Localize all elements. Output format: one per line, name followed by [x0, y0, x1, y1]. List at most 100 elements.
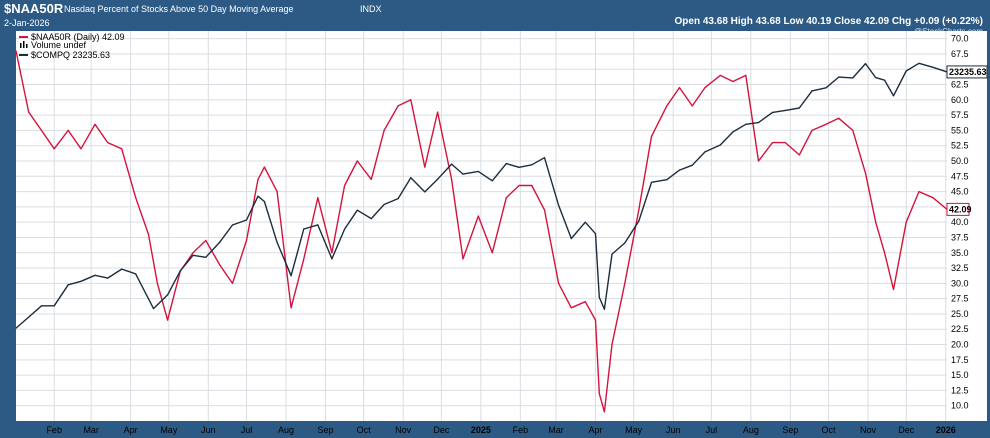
symbol-label: $NAA50R: [4, 1, 64, 16]
naa50r-point-14: [192, 252, 194, 254]
x-tick-label-21: Nov: [860, 425, 877, 435]
description-label: Nasdaq Percent of Stocks Above 50 Day Mo…: [64, 4, 293, 14]
x-tick-label-18: Aug: [743, 425, 759, 435]
compq-last-label: 23235.63: [949, 67, 987, 77]
volume-bar-icon-2: [23, 41, 25, 48]
compq-point-30: [410, 177, 412, 179]
compq-point-45: [598, 296, 600, 298]
naa50r-point-73: [932, 197, 934, 199]
naa50r-point-17: [231, 282, 234, 284]
compq-point-9: [135, 273, 137, 275]
naa50r-point-71: [905, 221, 907, 223]
naa50r-point-1: [28, 111, 30, 113]
compq-point-62: [811, 90, 813, 92]
y-tick-label-21: 17.5: [951, 355, 969, 365]
naa50r-point-35: [462, 258, 464, 260]
y-tick-label-6: 55.0: [951, 125, 969, 135]
naa50r-point-16: [219, 264, 221, 266]
y-tick-label-8: 50.0: [951, 156, 969, 166]
naa50r-point-36: [477, 215, 479, 217]
naa50r-point-45: [594, 319, 597, 321]
compq-point-26: [356, 209, 358, 211]
x-tick-label-0: Feb: [46, 425, 62, 435]
x-tick-label-3: May: [160, 425, 178, 435]
compq-point-21: [290, 275, 292, 277]
y-tick-label-1: 67.5: [951, 49, 969, 59]
naa50r-point-42: [558, 282, 560, 284]
naa50r-point-39: [518, 184, 520, 187]
naa50r-point-2: [40, 129, 43, 131]
naa50r-point-6: [94, 123, 96, 125]
compq-point-46: [603, 308, 606, 310]
naa50r-point-12: [167, 319, 169, 321]
compq-point-22: [303, 228, 305, 230]
legend-volume: Volume undef: [31, 40, 87, 50]
compq-point-11: [167, 294, 169, 296]
naa50r-point-34: [451, 178, 453, 180]
naa50r-point-43: [570, 307, 572, 309]
x-tick-label-16: Jun: [666, 425, 681, 435]
naa50r-point-26: [344, 184, 346, 187]
compq-point-12: [179, 270, 181, 272]
naa50r-point-70: [892, 288, 895, 291]
naa50r-point-62: [798, 154, 800, 156]
naa50r-point-4: [67, 129, 69, 131]
y-tick-label-17: 27.5: [951, 294, 969, 304]
compq-point-14: [205, 256, 207, 258]
x-tick-label-5: Jul: [241, 425, 253, 435]
naa50r-point-56: [719, 74, 721, 76]
compq-point-29: [397, 198, 399, 200]
compq-point-71: [918, 62, 920, 64]
compq-point-4: [67, 284, 69, 286]
naa50r-point-50: [638, 209, 640, 211]
compq-point-54: [704, 151, 706, 153]
compq-point-2: [40, 305, 43, 307]
compq-point-48: [624, 242, 626, 244]
naa50r-point-59: [757, 160, 760, 162]
date-label: 2-Jan-2026: [4, 18, 50, 28]
compq-point-27: [370, 218, 372, 220]
naa50r-point-72: [918, 191, 920, 193]
y-tick-label-18: 25.0: [951, 309, 969, 319]
naa50r-point-47: [603, 411, 606, 413]
compq-point-7: [107, 277, 109, 279]
naa50r-point-54: [691, 105, 693, 107]
naa50r-point-19: [257, 178, 259, 180]
compq-point-53: [691, 164, 693, 166]
compq-point-49: [638, 220, 640, 222]
naa50r-point-51: [650, 135, 653, 138]
naa50r-point-63: [811, 129, 813, 131]
compq-point-68: [884, 79, 886, 81]
naa50r-point-5: [80, 148, 82, 150]
compq-point-56: [732, 131, 734, 133]
naa50r-point-25: [331, 252, 333, 254]
compq-point-36: [491, 180, 493, 182]
naa50r-point-27: [356, 160, 358, 162]
compq-point-60: [784, 109, 786, 111]
naa50r-point-53: [678, 87, 681, 89]
compq-point-32: [437, 178, 439, 180]
y-tick-label-16: 30.0: [951, 278, 969, 288]
x-tick-label-9: Nov: [395, 425, 412, 435]
x-tick-label-22: Dec: [898, 425, 915, 435]
naa50r-point-20: [263, 166, 265, 168]
naa50r-point-68: [875, 221, 877, 223]
compq-point-6: [94, 274, 96, 276]
compq-point-31: [424, 191, 426, 193]
compq-point-39: [531, 164, 533, 166]
naa50r-point-48: [611, 343, 613, 346]
x-tick-label-20: Oct: [822, 425, 837, 435]
compq-point-23: [317, 224, 319, 226]
x-tick-label-12: Feb: [513, 425, 529, 435]
naa50r-point-60: [771, 142, 774, 144]
compq-point-18: [257, 195, 259, 197]
compq-point-59: [771, 111, 774, 113]
naa50r-point-32: [424, 166, 426, 168]
naa50r-point-11: [156, 282, 158, 284]
x-tick-label-14: Apr: [588, 425, 602, 435]
x-tick-label-19: Sep: [782, 425, 798, 435]
compq-point-69: [892, 95, 895, 97]
compq-line: [15, 62, 948, 329]
naa50r-point-52: [666, 105, 668, 107]
series-group: [15, 50, 948, 413]
